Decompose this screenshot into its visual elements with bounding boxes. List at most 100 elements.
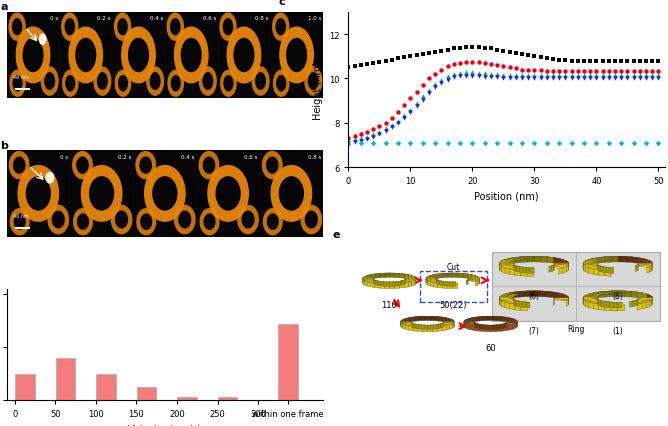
- Polygon shape: [650, 299, 652, 307]
- Polygon shape: [486, 317, 491, 321]
- Polygon shape: [584, 261, 599, 263]
- Polygon shape: [384, 284, 389, 289]
- Polygon shape: [635, 260, 650, 262]
- Polygon shape: [431, 325, 438, 328]
- Polygon shape: [650, 261, 652, 268]
- Polygon shape: [486, 317, 491, 319]
- Polygon shape: [375, 282, 383, 284]
- Polygon shape: [371, 274, 381, 276]
- Polygon shape: [603, 267, 607, 273]
- Bar: [137, 387, 156, 400]
- Polygon shape: [553, 265, 554, 271]
- Polygon shape: [643, 302, 647, 309]
- Polygon shape: [583, 297, 584, 304]
- Polygon shape: [505, 268, 510, 275]
- Polygon shape: [551, 265, 553, 272]
- Polygon shape: [462, 274, 472, 276]
- Polygon shape: [408, 317, 418, 320]
- Polygon shape: [468, 277, 479, 278]
- Text: 0.2 s: 0.2 s: [97, 16, 110, 21]
- Polygon shape: [15, 27, 51, 84]
- 1.0 s: [506, 141, 514, 146]
- 1.0 s: [369, 141, 377, 147]
- Polygon shape: [583, 264, 584, 271]
- Polygon shape: [422, 325, 424, 330]
- Polygon shape: [589, 302, 593, 309]
- Polygon shape: [464, 322, 476, 324]
- Text: 1.0 s: 1.0 s: [308, 16, 321, 21]
- Polygon shape: [520, 271, 527, 276]
- Polygon shape: [583, 262, 584, 270]
- Polygon shape: [639, 297, 653, 298]
- Polygon shape: [500, 265, 502, 272]
- Polygon shape: [599, 292, 610, 295]
- Polygon shape: [401, 281, 411, 283]
- Polygon shape: [510, 267, 522, 270]
- 0.2 s: [655, 59, 663, 64]
- Polygon shape: [625, 291, 631, 297]
- Polygon shape: [605, 257, 614, 260]
- Polygon shape: [534, 256, 541, 262]
- 0.8 s: [648, 76, 656, 81]
- Polygon shape: [637, 296, 652, 297]
- Polygon shape: [121, 27, 156, 84]
- Polygon shape: [605, 268, 614, 271]
- Polygon shape: [502, 267, 505, 273]
- Polygon shape: [502, 324, 513, 326]
- Polygon shape: [480, 317, 488, 319]
- Polygon shape: [527, 256, 534, 259]
- Polygon shape: [593, 292, 599, 299]
- Polygon shape: [514, 292, 520, 298]
- Polygon shape: [384, 273, 389, 278]
- Polygon shape: [398, 281, 401, 286]
- Polygon shape: [497, 325, 506, 327]
- Polygon shape: [553, 258, 558, 265]
- Text: e: e: [333, 230, 340, 240]
- Text: 0 s: 0 s: [60, 154, 68, 159]
- Polygon shape: [442, 273, 450, 276]
- Polygon shape: [434, 283, 438, 288]
- Polygon shape: [563, 267, 566, 273]
- 0.8 s: [555, 76, 563, 81]
- Polygon shape: [514, 265, 515, 271]
- Polygon shape: [468, 274, 472, 279]
- Polygon shape: [635, 294, 650, 296]
- Polygon shape: [502, 260, 505, 267]
- Polygon shape: [549, 293, 563, 296]
- Polygon shape: [453, 282, 458, 285]
- Polygon shape: [395, 273, 399, 278]
- Polygon shape: [452, 323, 454, 328]
- Polygon shape: [375, 280, 376, 285]
- Polygon shape: [553, 299, 568, 301]
- Text: a: a: [1, 3, 8, 12]
- Polygon shape: [403, 276, 414, 278]
- Polygon shape: [404, 279, 405, 285]
- 1.0 s: [617, 141, 625, 146]
- Polygon shape: [520, 302, 530, 305]
- 0.4 s: [555, 69, 563, 74]
- Polygon shape: [476, 323, 477, 328]
- Polygon shape: [367, 281, 378, 283]
- Polygon shape: [502, 300, 516, 302]
- Polygon shape: [375, 274, 379, 279]
- Polygon shape: [472, 324, 482, 327]
- Polygon shape: [466, 323, 477, 325]
- Polygon shape: [607, 268, 610, 273]
- Polygon shape: [199, 67, 217, 97]
- Polygon shape: [365, 281, 367, 286]
- Polygon shape: [605, 302, 614, 305]
- Polygon shape: [428, 276, 440, 278]
- Polygon shape: [631, 257, 637, 264]
- Polygon shape: [395, 282, 404, 284]
- Polygon shape: [589, 266, 603, 269]
- 0.4 s: [444, 64, 452, 69]
- Polygon shape: [551, 294, 566, 296]
- 1.0 s: [593, 141, 601, 146]
- Polygon shape: [618, 291, 625, 297]
- Polygon shape: [464, 322, 475, 323]
- Text: 40 nm: 40 nm: [13, 213, 29, 218]
- Polygon shape: [558, 268, 563, 275]
- Polygon shape: [614, 302, 618, 308]
- Polygon shape: [424, 325, 428, 330]
- Polygon shape: [647, 267, 650, 273]
